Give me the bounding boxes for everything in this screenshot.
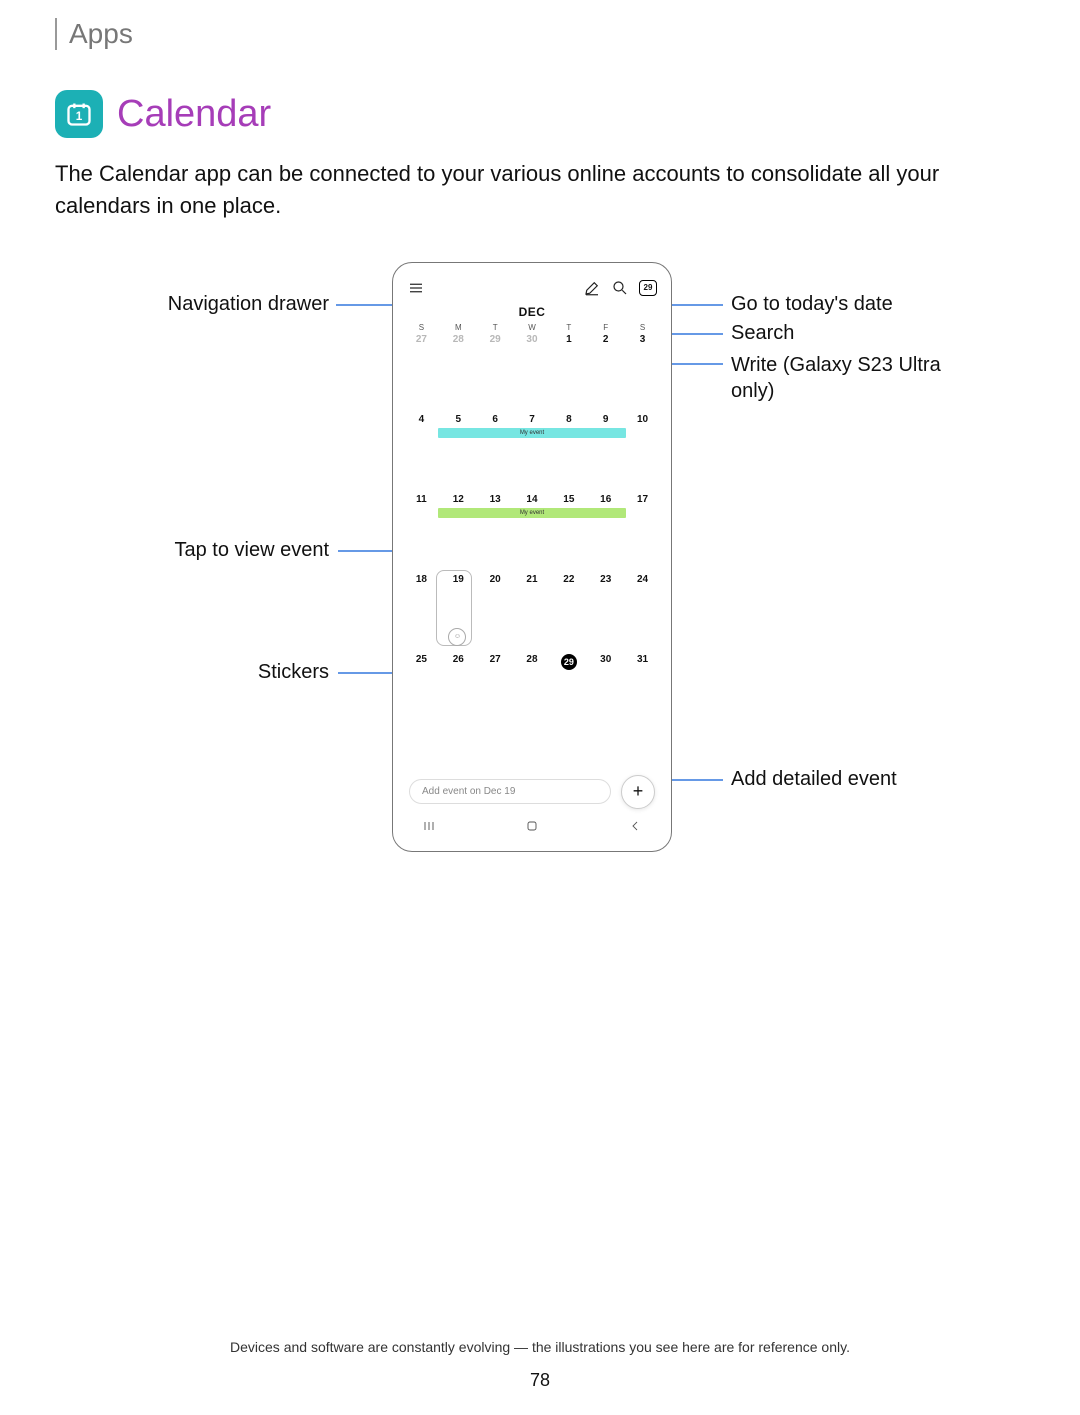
week-1[interactable]: 27 28 29 30 1 2 3 bbox=[401, 332, 663, 412]
back-icon[interactable] bbox=[627, 818, 643, 837]
month-label: DEC bbox=[401, 297, 663, 323]
week-3[interactable]: 11 12 13 14 15 16 17 My event bbox=[401, 492, 663, 572]
add-event-fab[interactable]: + bbox=[621, 775, 655, 809]
callout-tap-to-view-event: Tap to view event bbox=[91, 539, 329, 562]
event-bar-2[interactable]: My event bbox=[438, 508, 627, 518]
footnote-text: Devices and software are constantly evol… bbox=[0, 1339, 1080, 1355]
figure-area: Navigation drawer Tap to view event Stic… bbox=[55, 262, 1025, 902]
section-header: Apps bbox=[55, 18, 1025, 50]
pencil-icon[interactable] bbox=[583, 279, 601, 297]
phone-mockup: 29 DEC SMTWTFS 27 28 29 30 1 2 3 bbox=[392, 262, 672, 852]
phone-navbar bbox=[421, 818, 643, 837]
description-text: The Calendar app can be connected to you… bbox=[55, 158, 1025, 222]
callout-search: Search bbox=[731, 322, 794, 345]
quick-add-input[interactable]: Add event on Dec 19 bbox=[409, 779, 611, 804]
day-of-week-row: SMTWTFS bbox=[401, 323, 663, 332]
title-row: 1 Calendar bbox=[55, 90, 1025, 138]
search-icon[interactable] bbox=[611, 279, 629, 297]
week-5[interactable]: 25 26 27 28 29 30 31 bbox=[401, 652, 663, 716]
week-4[interactable]: 18 19 20 21 22 23 24 ☺ bbox=[401, 572, 663, 652]
menu-icon[interactable] bbox=[407, 279, 425, 297]
today-date-cell[interactable]: 29 bbox=[561, 654, 577, 670]
today-button[interactable]: 29 bbox=[639, 280, 657, 296]
svg-text:1: 1 bbox=[76, 110, 83, 123]
calendar-app-icon: 1 bbox=[55, 90, 103, 138]
page-title: Calendar bbox=[117, 93, 271, 136]
event-bar-1[interactable]: My event bbox=[438, 428, 627, 438]
callout-add-detailed-event: Add detailed event bbox=[731, 768, 897, 791]
recent-apps-icon[interactable] bbox=[421, 818, 437, 837]
callout-stickers: Stickers bbox=[91, 661, 329, 684]
callout-navigation-drawer: Navigation drawer bbox=[91, 293, 329, 316]
callout-today: Go to today's date bbox=[731, 293, 893, 316]
page-number: 78 bbox=[0, 1370, 1080, 1391]
home-icon[interactable] bbox=[524, 818, 540, 837]
week-2[interactable]: 4 5 6 7 8 9 10 My event bbox=[401, 412, 663, 492]
callout-write: Write (Galaxy S23 Ultra only) bbox=[731, 352, 941, 404]
